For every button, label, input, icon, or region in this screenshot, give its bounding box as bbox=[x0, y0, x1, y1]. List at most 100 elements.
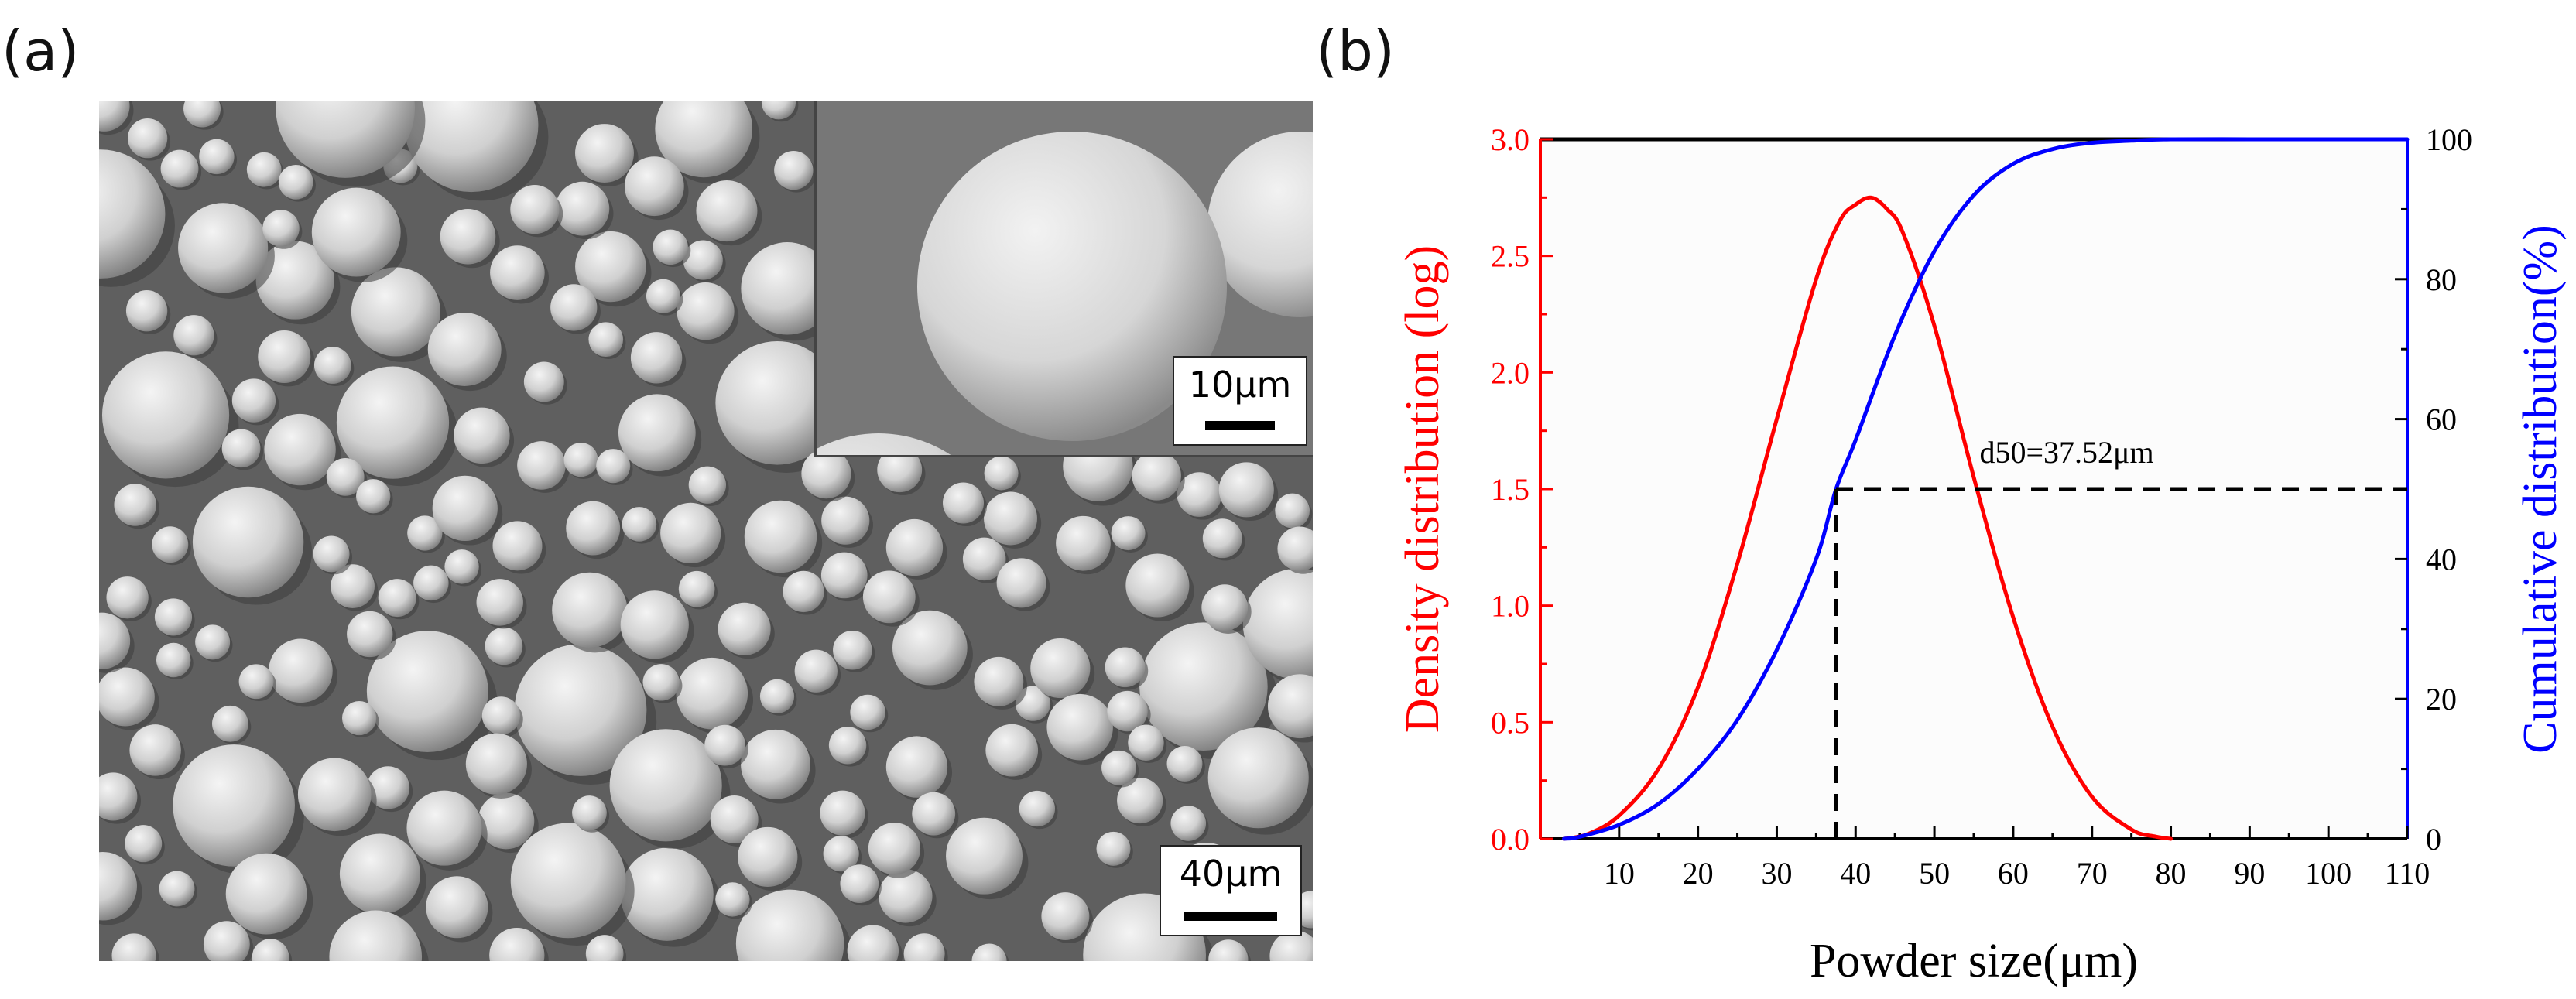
powder-particle bbox=[759, 679, 795, 713]
powder-particle bbox=[258, 330, 311, 383]
powder-particle bbox=[514, 644, 647, 776]
powder-particle bbox=[620, 590, 689, 659]
panel-label-a: (a) bbox=[2, 19, 80, 84]
powder-particle bbox=[1166, 745, 1203, 782]
powder-particle bbox=[1208, 939, 1249, 961]
powder-particle bbox=[735, 889, 844, 961]
powder-particle bbox=[862, 570, 916, 624]
powder-particle bbox=[485, 627, 523, 665]
powder-particle bbox=[1056, 515, 1111, 571]
powder-particle bbox=[478, 792, 535, 850]
powder-particle bbox=[156, 642, 191, 678]
y-right-tick-label: 60 bbox=[2426, 402, 2457, 437]
powder-particle bbox=[427, 313, 502, 386]
powder-particle bbox=[111, 933, 156, 961]
powder-particle bbox=[801, 449, 851, 499]
powder-particle bbox=[622, 507, 657, 542]
powder-particle bbox=[1139, 622, 1268, 751]
powder-particle bbox=[203, 921, 250, 961]
powder-particle bbox=[550, 284, 598, 331]
powder-particle bbox=[585, 935, 624, 961]
x-tick-label: 10 bbox=[1604, 856, 1635, 891]
powder-particle bbox=[646, 279, 680, 313]
y-left-axis-title: Density distribution (log) bbox=[1396, 245, 1449, 733]
powder-particle bbox=[1041, 892, 1090, 941]
powder-particle bbox=[744, 500, 817, 573]
powder-particle bbox=[572, 795, 607, 830]
powder-particle bbox=[269, 638, 333, 703]
powder-particle bbox=[351, 267, 440, 357]
main-scalebar: 40μm bbox=[1160, 845, 1302, 936]
powder-particle bbox=[741, 242, 834, 335]
powder-particle bbox=[704, 724, 746, 766]
main-scalebar-label: 40μm bbox=[1179, 853, 1283, 895]
powder-particle bbox=[774, 150, 814, 190]
powder-particle bbox=[407, 515, 443, 551]
powder-particle bbox=[794, 649, 838, 693]
powder-particle bbox=[1125, 553, 1190, 618]
powder-particle bbox=[297, 758, 372, 832]
powder-particle bbox=[313, 535, 350, 573]
d50-annotation: d50=37.52μm bbox=[1979, 435, 2153, 470]
powder-particle bbox=[1202, 518, 1242, 559]
powder-particle bbox=[454, 407, 510, 464]
powder-particle bbox=[329, 910, 423, 961]
powder-particle bbox=[192, 486, 304, 598]
powder-particle bbox=[221, 429, 261, 468]
powder-particle bbox=[99, 772, 138, 821]
powder-particle bbox=[912, 792, 956, 836]
powder-particle bbox=[99, 149, 166, 279]
powder-particle bbox=[868, 823, 921, 875]
x-tick-label: 40 bbox=[1840, 856, 1871, 891]
powder-particle bbox=[342, 700, 377, 736]
powder-particle bbox=[246, 152, 282, 187]
powder-particle bbox=[820, 790, 865, 836]
powder-particle bbox=[159, 871, 195, 907]
powder-particle bbox=[510, 185, 560, 234]
powder-particles bbox=[99, 101, 1313, 961]
powder-particle bbox=[1277, 526, 1313, 571]
powder-particle bbox=[847, 925, 899, 961]
powder-particle bbox=[366, 631, 488, 752]
powder-particle bbox=[1201, 584, 1249, 631]
powder-particle bbox=[984, 456, 1019, 491]
powder-particle bbox=[255, 241, 334, 320]
powder-particle bbox=[127, 118, 168, 159]
powder-particle bbox=[653, 229, 688, 265]
powder-particle bbox=[114, 484, 156, 526]
powder-particle bbox=[655, 101, 752, 178]
x-tick-label: 20 bbox=[1683, 856, 1714, 891]
powder-particle bbox=[566, 501, 621, 556]
powder-particle bbox=[101, 351, 230, 479]
powder-particle bbox=[347, 611, 393, 658]
powder-particle bbox=[596, 449, 631, 484]
powder-particle bbox=[160, 149, 199, 188]
powder-particle bbox=[1267, 674, 1313, 739]
powder-particle bbox=[821, 496, 870, 545]
powder-particle bbox=[1030, 638, 1091, 699]
main-scalebar-line bbox=[1184, 912, 1277, 921]
powder-particle bbox=[106, 576, 149, 619]
powder-particle bbox=[356, 479, 391, 514]
plot-background bbox=[1540, 139, 2407, 839]
powder-particle bbox=[683, 240, 723, 280]
powder-particle bbox=[252, 939, 289, 961]
distribution-chart: 10 20 30 40 50 60 70 80 90 100 110 0.0 0.5 1.0 1.5 2.0 2… bbox=[1396, 122, 2567, 987]
y-left-tick-label: 3.0 bbox=[1491, 122, 1530, 157]
powder-particle bbox=[326, 457, 365, 496]
powder-particle bbox=[761, 101, 796, 120]
powder-particle bbox=[154, 598, 193, 636]
powder-particle bbox=[552, 572, 628, 648]
cumulative-curve bbox=[1562, 137, 2410, 841]
y-left-tick-label: 1.0 bbox=[1491, 589, 1530, 624]
powder-particle bbox=[886, 736, 948, 798]
powder-particle bbox=[1019, 790, 1055, 827]
powder-particle bbox=[225, 853, 307, 935]
powder-particle bbox=[696, 180, 758, 242]
y-right-tick-label: 80 bbox=[2426, 262, 2457, 297]
powder-particle bbox=[974, 656, 1024, 706]
powder-particle bbox=[406, 790, 482, 866]
plot-area: 10 20 30 40 50 60 70 80 90 100 110 0.0 0.5 1.0 1.5 2.0 2… bbox=[1396, 122, 2567, 987]
powder-particle bbox=[676, 657, 748, 730]
powder-particle bbox=[985, 724, 1039, 777]
